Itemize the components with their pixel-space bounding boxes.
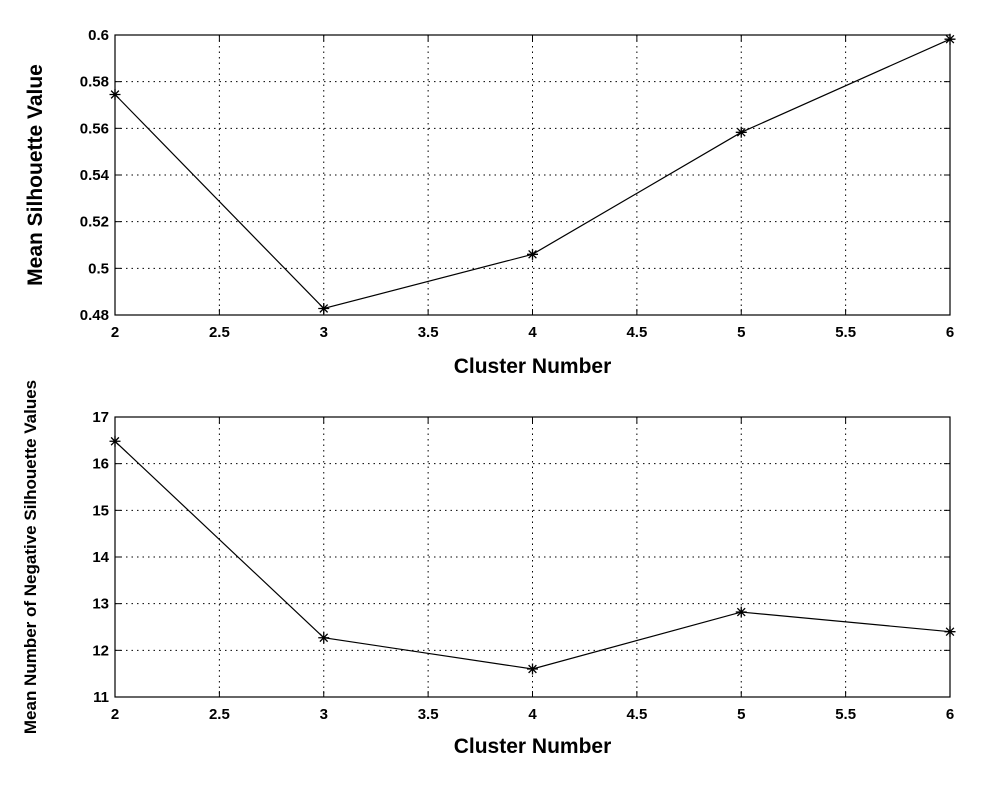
x-tick-label: 4 [528,324,537,341]
y-tick-label: 0.56 [80,120,109,137]
y-tick-label: 0.5 [88,260,109,277]
data-point-marker [109,435,121,447]
x-tick-label: 2 [111,324,119,341]
y-tick-label: 15 [92,502,109,519]
x-axis-label: Cluster Number [454,355,612,378]
x-tick-label: 4 [528,706,537,723]
x-tick-label: 2 [111,706,119,723]
y-tick-label: 0.52 [80,214,109,231]
y-tick-label: 13 [92,596,109,613]
y-tick-label: 14 [92,549,109,566]
x-tick-label: 5 [737,706,745,723]
data-point-marker [944,626,956,638]
data-point-marker [318,302,330,314]
plot-frame [114,34,951,316]
data-point-marker [735,126,747,138]
chart-panel-2: 2 2.5 3 3.5 4 4.5 5 5.5 6 11 12 13 14 15 16 17 Cluster N… [21,380,956,758]
data-point-marker [527,663,538,675]
x-tick-label: 2.5 [209,324,230,341]
y-tick-label: 0.48 [80,307,109,324]
data-point-marker [527,248,538,260]
y-tick-label: 16 [92,456,109,473]
x-tick-label: 4.5 [626,706,647,723]
x-tick-label: 5.5 [835,706,856,723]
x-tick-label: 6 [946,324,954,341]
y-tick-label: 12 [92,642,109,659]
y-tick-label: 11 [93,689,109,706]
x-tick-label: 5.5 [835,324,856,341]
plot-frame [114,416,951,698]
x-tick-label: 4.5 [626,324,647,341]
data-point-marker [318,632,330,644]
x-tick-label: 5 [737,324,745,341]
data-point-marker [735,606,747,618]
data-point-marker [944,33,956,45]
x-tick-label: 6 [946,706,954,723]
x-tick-label: 3 [320,324,328,341]
data-point-marker [109,89,121,100]
x-tick-label: 3.5 [418,324,439,341]
y-tick-label: 17 [92,409,109,426]
chart-panel-1: 2 2.5 3 3.5 4 4.5 5 5.5 6 0.48 0.5 0.52 0.54 0.56 0.58… [24,27,956,378]
y-axis-label: Mean Silhouette Value [24,64,47,286]
y-tick-label: 0.58 [80,74,109,91]
x-tick-label: 2.5 [209,706,230,723]
x-tick-label: 3.5 [418,706,439,723]
y-tick-label: 0.54 [80,167,110,184]
x-axis-label: Cluster Number [454,735,612,758]
x-tick-label: 3 [320,706,328,723]
y-tick-label: 0.6 [88,27,109,44]
y-axis-label: Mean Number of Negative Silhouette Value… [21,380,40,734]
